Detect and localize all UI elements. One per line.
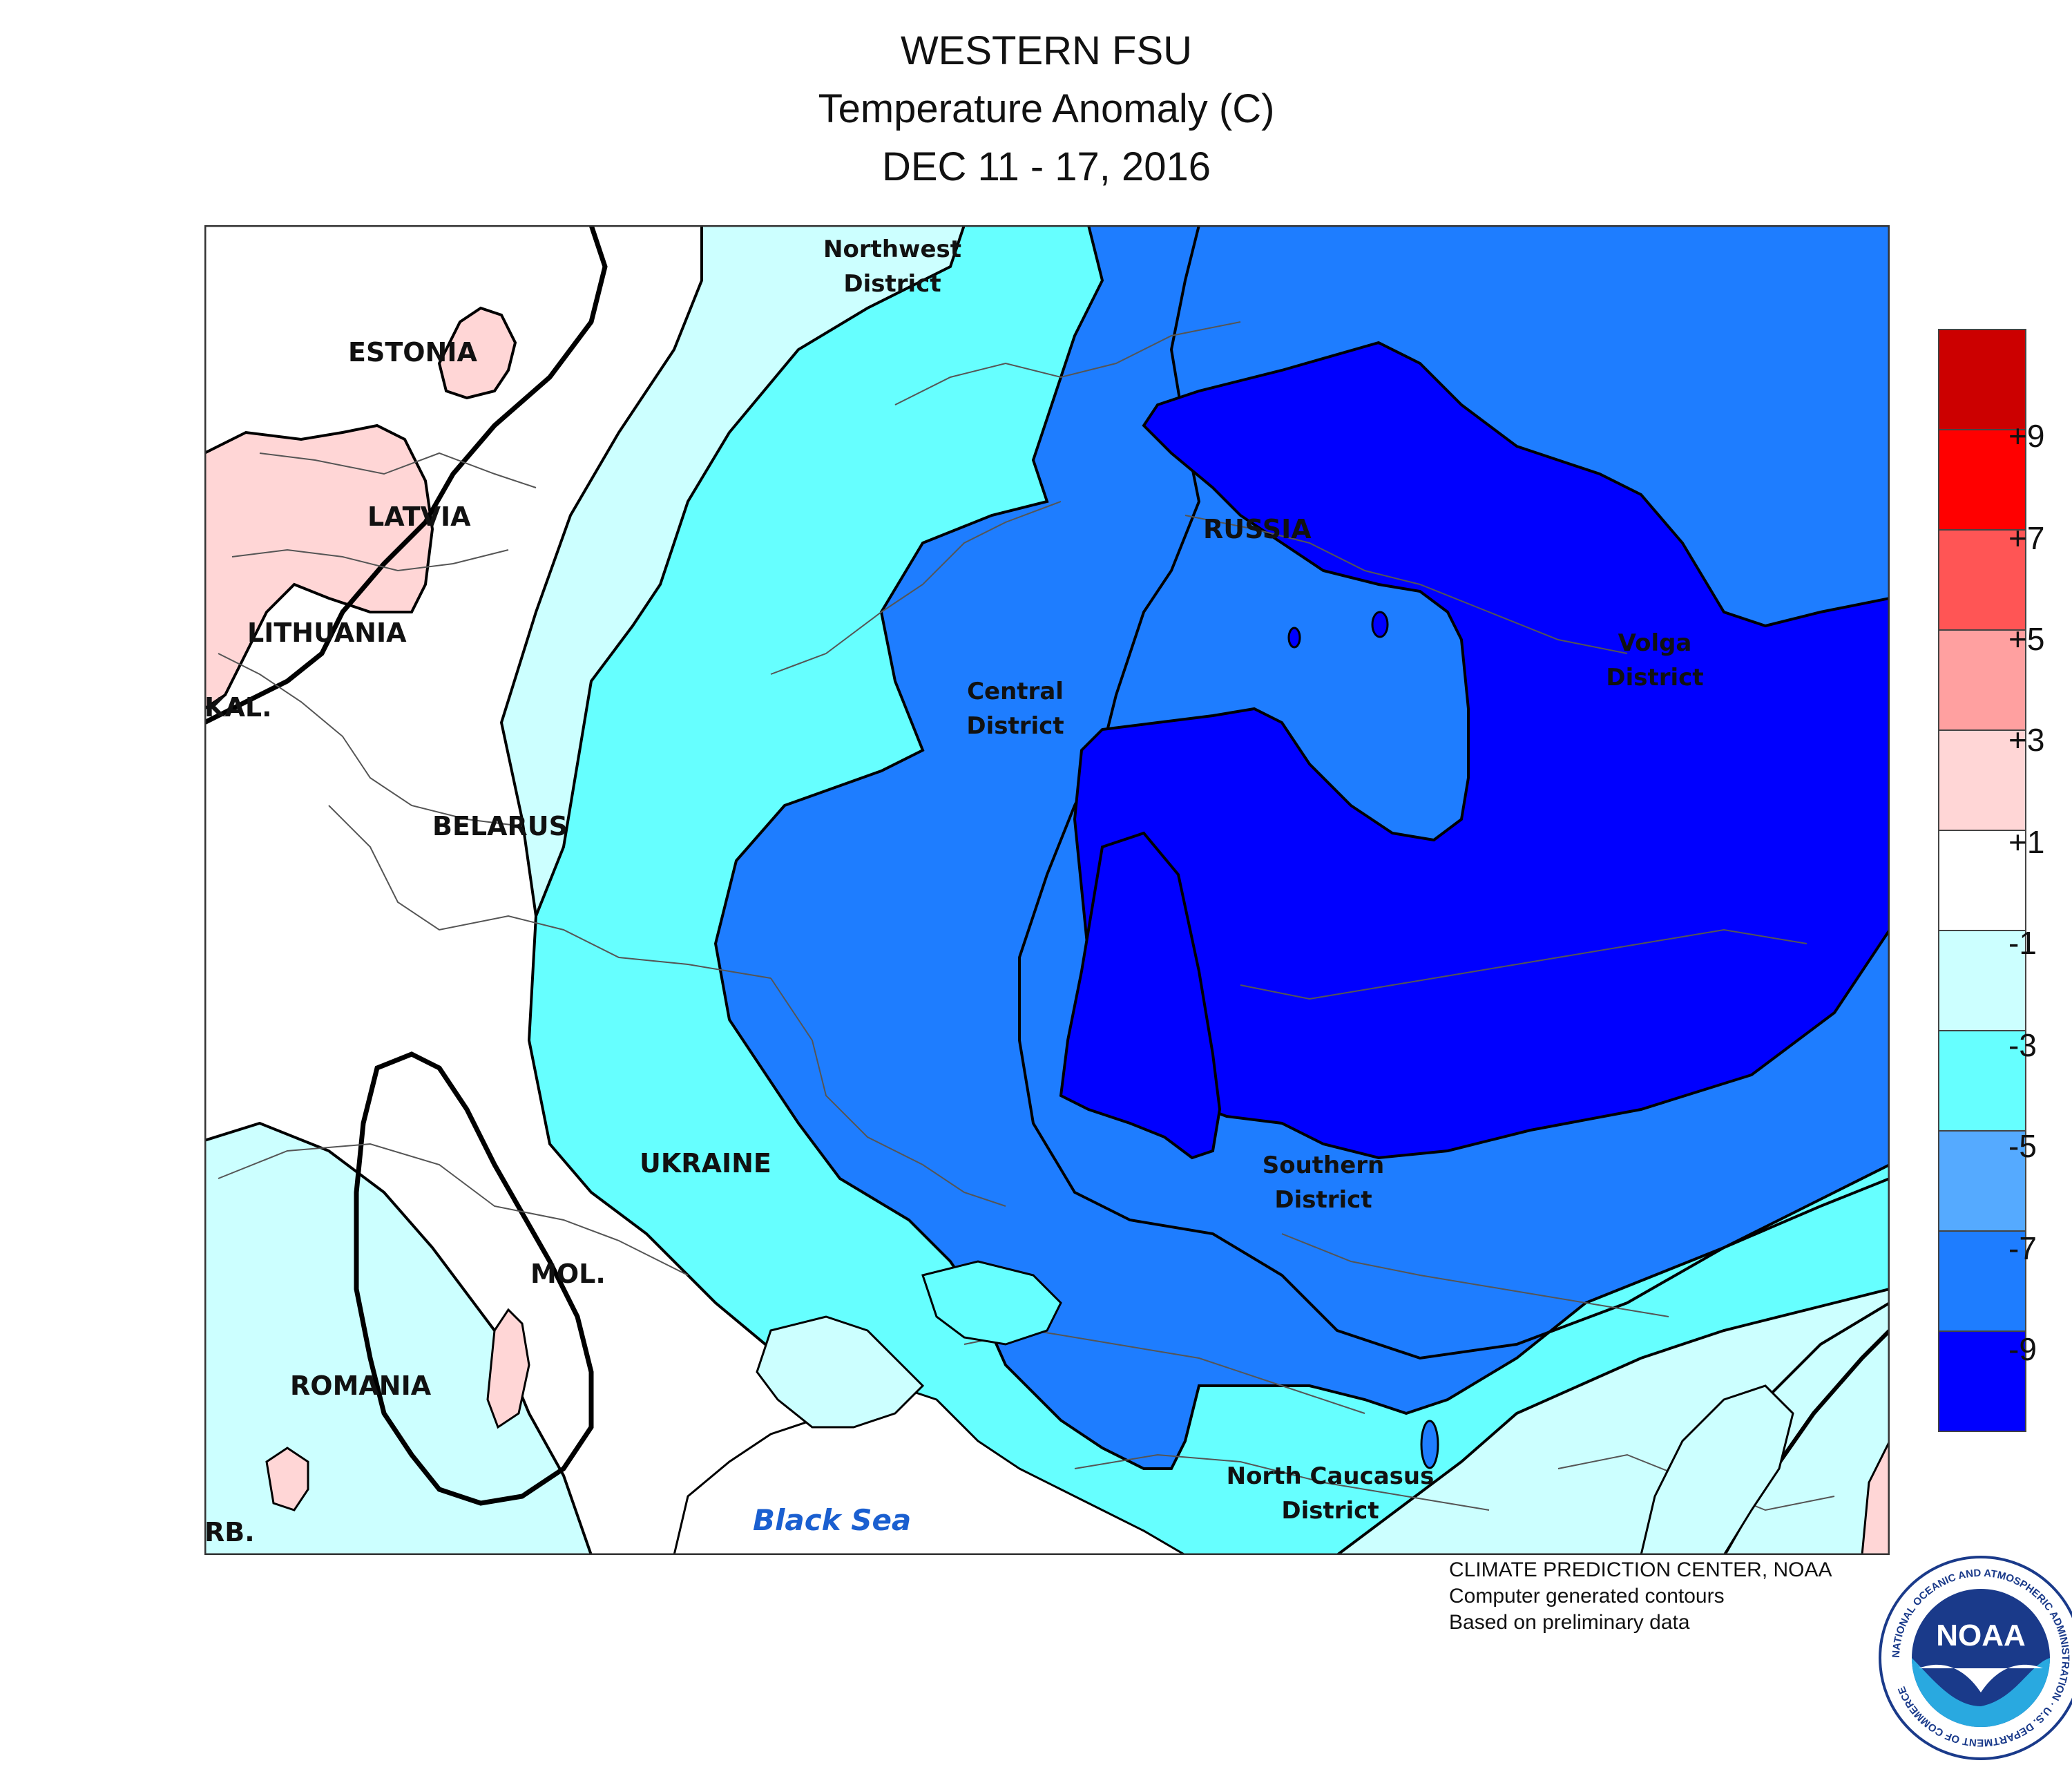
anomaly-zone-warm-east [1861,1440,1890,1555]
map-subtitle: Temperature Anomaly (C) [818,86,1275,131]
color-legend [1938,329,2026,1432]
contour-line-heavy-west [204,225,608,725]
noaa-logo: NOAA NATIONAL OCEANIC AND ATMOSPHERIC AD… [1877,1554,2072,1762]
legend-label: +3 [2008,722,2045,758]
label-north-caucasus-district: North Caucasus District [1226,1462,1435,1525]
label-central-district: Central District [966,678,1064,740]
legend-label: -1 [2008,925,2037,961]
map-title: WESTERN FSU [900,28,1193,73]
legend-swatch [1938,430,2026,531]
anomaly-pocket-2 [1371,611,1389,638]
legend-label: +9 [2008,418,2045,454]
caspian-sea [1640,1384,1794,1555]
anomaly-map: ESTONIA LATVIA LITHUANIA KAL. BELARUS UK… [204,225,1890,1555]
map-date-range: DEC 11 - 17, 2016 [881,144,1211,189]
legend-label: -5 [2008,1128,2037,1164]
legend-label: -7 [2008,1230,2037,1266]
label-latvia: LATVIA [367,502,471,532]
label-serbia: RB. [204,1517,255,1547]
anomaly-zone-warm-romania [265,1447,309,1511]
label-black-sea: Black Sea [753,1503,912,1537]
anomaly-zone-warm-moldova [486,1308,530,1429]
legend-swatch [1938,531,2026,631]
label-lithuania: LITHUANIA [247,618,407,648]
label-moldova: MOL. [530,1259,606,1289]
legend-swatch [1938,329,2026,430]
map-frame [204,225,1890,1555]
credit-source: CLIMATE PREDICTION CENTER, NOAA [1449,1558,1832,1581]
border-lines [218,321,1835,1511]
label-northwest-district: Northwest District [823,236,961,298]
anomaly-zone-warm-latvia [204,423,434,711]
legend-swatch [1938,731,2026,831]
legend-swatch [1938,931,2026,1031]
legend-label: -9 [2008,1331,2037,1367]
black-sea [673,1384,1187,1555]
anomaly-zone-below-m9-lobe [1059,831,1222,1160]
label-kaliningrad: KAL. [204,692,272,723]
legend-swatch [1938,1332,2026,1432]
noaa-logo-text: NOAA [1936,1619,2026,1652]
legend-label: +5 [2008,621,2045,657]
legend-label: +7 [2008,520,2045,556]
contour-line-m7 [1018,225,1890,1360]
legend-swatch [1938,631,2026,731]
contour-map-svg [204,225,1890,1555]
label-volga-district: Volga District [1606,629,1704,691]
legend-swatch [1938,831,2026,931]
credit-method: Computer generated contours [1449,1585,1725,1607]
anomaly-pocket-1 [1287,627,1301,649]
legend-swatch [1938,1132,2026,1232]
legend-swatch [1938,1031,2026,1132]
label-belarus: BELARUS [432,811,568,841]
crimea [756,1315,925,1429]
contour-line-heavy-southwest [354,1051,594,1506]
anomaly-pocket-3 [1420,1420,1439,1469]
label-southern-district: Southern District [1262,1152,1385,1214]
anomaly-zone-warm-estonia [437,306,517,400]
label-romania: ROMANIA [290,1371,432,1401]
noaa-logo-svg: NOAA NATIONAL OCEANIC AND ATMOSPHERIC AD… [1879,1556,2072,1760]
credit-note: Based on preliminary data [1449,1611,1690,1634]
legend-label: +1 [2008,824,2045,860]
label-russia: RUSSIA [1203,514,1312,544]
legend-label: -3 [2008,1027,2037,1063]
label-ukraine: UKRAINE [640,1148,771,1179]
sea-of-azov [921,1260,1062,1346]
label-estonia: ESTONIA [348,337,477,368]
legend-swatch [1938,1232,2026,1332]
anomaly-zone-below-m9 [1073,341,1890,1160]
